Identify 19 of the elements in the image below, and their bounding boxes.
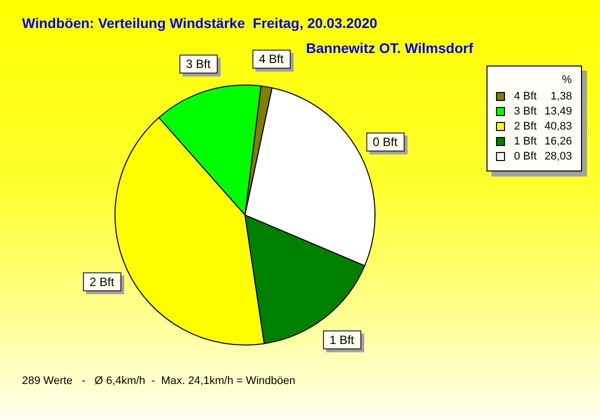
chart-title: Windböen: Verteilung Windstärke Freitag, 20.03.2020 — [22, 15, 378, 31]
slice-label: 3 Bft — [186, 57, 212, 72]
data-label: 40,83 — [544, 120, 572, 132]
legend-label: 2 Bft — [514, 120, 537, 132]
data-label: 1,38 — [550, 90, 572, 102]
slice-label: 0 Bft — [372, 135, 398, 150]
legend-label: 3 Bft — [514, 106, 537, 118]
legend-label: 0 Bft — [514, 150, 537, 162]
slice-label: 4 Bft — [258, 52, 284, 66]
text: 289 Werte - Ø 6,4km/h - Max. 24,1km/h = Windböen — [22, 375, 296, 387]
slice-label: 1 Bft — [329, 332, 355, 347]
legend-label: 4 Bft — [514, 90, 537, 102]
legend-title: % — [562, 74, 572, 86]
data-label: 28,03 — [544, 150, 572, 162]
chart-subtitle: Bannewitz OT. Wilmsdorf — [306, 40, 474, 56]
slice-label: 2 Bft — [89, 274, 115, 289]
data-label: 16,26 — [544, 136, 572, 148]
legend-label: 1 Bft — [514, 136, 537, 148]
data-label: 13,49 — [544, 106, 572, 118]
